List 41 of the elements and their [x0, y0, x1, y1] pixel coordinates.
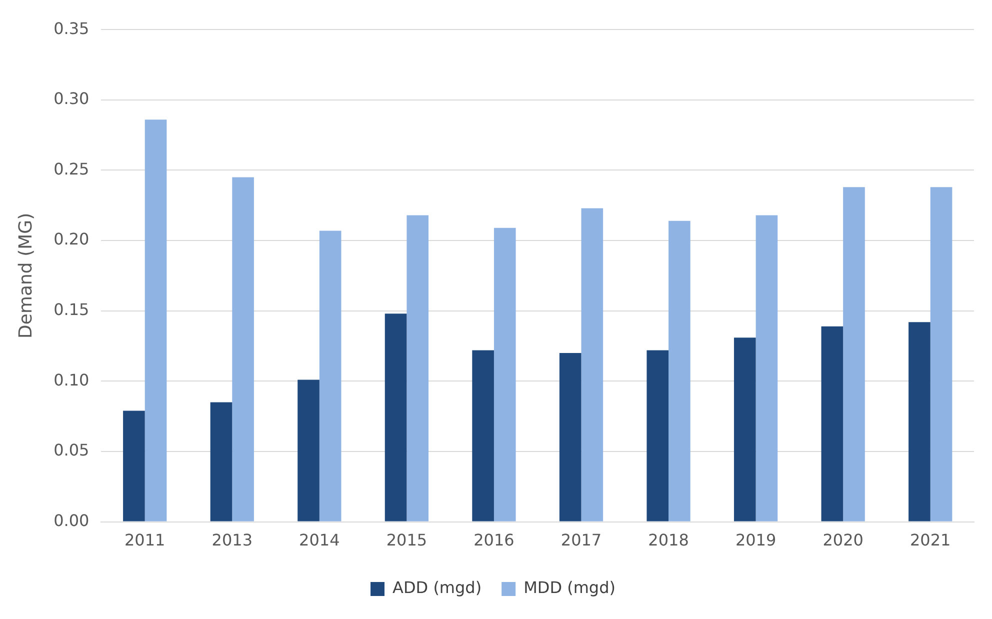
- bar: [384, 314, 407, 522]
- bar: [734, 338, 756, 522]
- x-tick-label: 2013: [212, 530, 252, 550]
- bar: [581, 208, 604, 522]
- y-tick-label: 0.15: [54, 300, 90, 320]
- y-tick-label: 0.10: [54, 370, 90, 390]
- bar: [406, 215, 429, 522]
- bar: [494, 228, 516, 522]
- bar: [843, 187, 865, 522]
- x-tick-label: 2020: [822, 530, 864, 550]
- bar: [646, 350, 669, 522]
- y-tick-label: 0.25: [54, 159, 90, 178]
- bar: [908, 322, 930, 522]
- legend-label: ADD (mgd): [392, 578, 482, 598]
- bar: [232, 177, 254, 522]
- x-tick-label: 2021: [910, 530, 951, 550]
- bar: [319, 230, 342, 522]
- x-tick-label: 2017: [560, 530, 602, 550]
- bar: [298, 380, 320, 522]
- bar: [144, 120, 167, 522]
- bar: [756, 215, 778, 522]
- bar: [210, 402, 232, 522]
- x-tick-label: 2011: [124, 530, 166, 550]
- y-axis-title: Demand (MG): [15, 212, 36, 338]
- bar: [668, 220, 690, 522]
- legend-label: MDD (mgd): [524, 578, 616, 598]
- x-tick-label: 2016: [474, 530, 514, 550]
- bar: [930, 187, 952, 522]
- y-tick-label: 0.00: [54, 510, 90, 530]
- y-tick-label: 0.30: [54, 89, 90, 108]
- y-tick-label: 0.20: [54, 230, 90, 249]
- bar: [472, 350, 494, 522]
- bar: [559, 353, 582, 522]
- x-tick-label: 2019: [735, 530, 776, 550]
- y-tick-label: 0.35: [54, 18, 90, 38]
- x-tick-label: 2015: [386, 530, 428, 550]
- y-tick-label: 0.05: [54, 440, 90, 460]
- bar: [821, 326, 844, 522]
- x-tick-label: 2018: [648, 530, 689, 550]
- x-tick-label: 2014: [299, 530, 340, 550]
- bar: [123, 410, 145, 522]
